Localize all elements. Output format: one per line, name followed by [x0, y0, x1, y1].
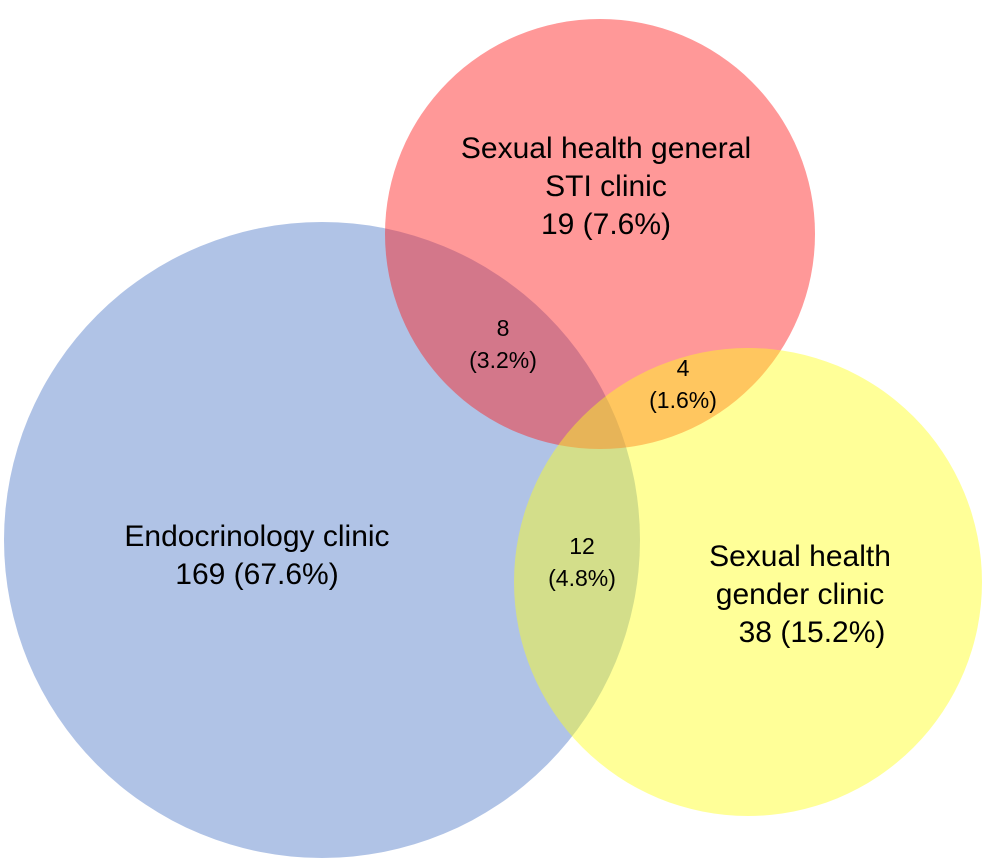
region-percent: (4.8%): [548, 565, 616, 591]
set-label: gender clinic: [716, 578, 884, 611]
set-count: 38 (15.2%): [739, 616, 886, 649]
circles: [4, 19, 982, 858]
region-count: 8: [497, 315, 510, 341]
set-count: 19 (7.6%): [541, 208, 671, 241]
set-label: STI clinic: [545, 170, 667, 203]
region-count: 4: [677, 355, 690, 381]
set-label: Sexual health general: [461, 132, 751, 165]
set-count: 169 (67.6%): [175, 558, 338, 591]
region-count: 12: [569, 533, 595, 559]
region-percent: (1.6%): [649, 387, 717, 413]
set-circle: [514, 348, 982, 816]
set-circle: [385, 19, 815, 449]
set-label: Endocrinology clinic: [124, 520, 389, 553]
region-percent: (3.2%): [469, 347, 537, 373]
set-circle: [4, 222, 640, 858]
labels: Endocrinology clinic 169 (67.6%) Sexual he…: [124, 132, 890, 649]
set-label: Sexual health: [709, 540, 891, 573]
